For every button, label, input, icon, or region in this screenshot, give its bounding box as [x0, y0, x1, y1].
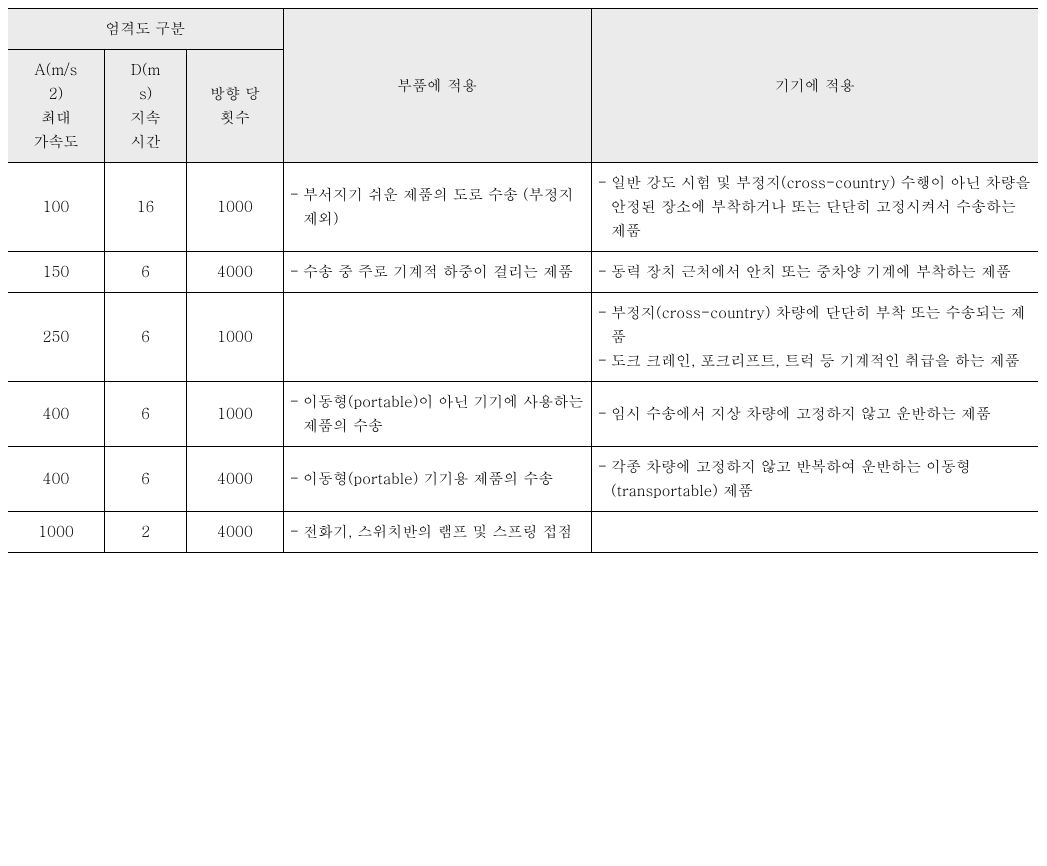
- bullet-text: 도크 크레인, 포크리프트, 트럭 등 기계적인 취급을 하는 제품: [611, 349, 1032, 373]
- header-d: D(ms)지속시간: [104, 50, 186, 163]
- table-row: 25061000 -부정지(cross-country) 차량에 단단히 부착 또…: [8, 293, 1038, 382]
- cell-count: 4000: [187, 252, 283, 293]
- header-part: 부품에 적용: [283, 9, 591, 163]
- bullet-text: 일반 강도 시험 및 부정지(cross-country) 수행이 아닌 차량을…: [611, 171, 1032, 243]
- bullet-text: 각종 차량에 고정하지 않고 반복하여 운반하는 이동형(transportab…: [611, 455, 1032, 503]
- cell-equip: -동력 장치 근처에서 안치 또는 중차양 기계에 부착하는 제품: [591, 252, 1038, 293]
- table-row: 40061000-이동형(portable)이 아닌 기기에 사용하는 제품의 …: [8, 382, 1038, 447]
- table-body: 100161000-부서지기 쉬운 제품의 도로 수송 (부정지 제외)-일반 …: [8, 163, 1038, 553]
- cell-part: -부서지기 쉬운 제품의 도로 수송 (부정지 제외): [283, 163, 591, 252]
- bullet-item: -부정지(cross-country) 차량에 단단히 부착 또는 수송되는 제…: [598, 301, 1032, 349]
- bullet-text: 이동형(portable)이 아닌 기기에 사용하는 제품의 수송: [303, 390, 585, 438]
- cell-equip: -부정지(cross-country) 차량에 단단히 부착 또는 수송되는 제…: [591, 293, 1038, 382]
- cell-d: 6: [104, 382, 186, 447]
- cell-equip: -일반 강도 시험 및 부정지(cross-country) 수행이 아닌 차량…: [591, 163, 1038, 252]
- bullet-item: -수송 중 주로 기계적 하중이 걸리는 제품: [290, 260, 585, 284]
- cell-a: 150: [8, 252, 104, 293]
- cell-a: 400: [8, 382, 104, 447]
- severity-table: 엄격도 구분 부품에 적용 기기에 적용 A(m/s2)최대가속도 D(ms)지…: [8, 8, 1038, 553]
- cell-count: 4000: [187, 512, 283, 553]
- bullet-item: -일반 강도 시험 및 부정지(cross-country) 수행이 아닌 차량…: [598, 171, 1032, 243]
- table-row: 15064000-수송 중 주로 기계적 하중이 걸리는 제품-동력 장치 근처…: [8, 252, 1038, 293]
- cell-equip: -각종 차량에 고정하지 않고 반복하여 운반하는 이동형(transporta…: [591, 447, 1038, 512]
- cell-equip: [591, 512, 1038, 553]
- cell-d: 2: [104, 512, 186, 553]
- bullet-text: 부정지(cross-country) 차량에 단단히 부착 또는 수송되는 제품: [611, 301, 1032, 349]
- table-row: 40064000-이동형(portable) 기기용 제품의 수송-각종 차량에…: [8, 447, 1038, 512]
- cell-count: 4000: [187, 447, 283, 512]
- bullet-dash: -: [290, 390, 303, 414]
- bullet-dash: -: [598, 260, 611, 284]
- bullet-dash: -: [598, 455, 611, 479]
- bullet-dash: -: [598, 402, 611, 426]
- bullet-item: -이동형(portable) 기기용 제품의 수송: [290, 467, 585, 491]
- header-count: 방향 당횟수: [187, 50, 283, 163]
- bullet-text: 동력 장치 근처에서 안치 또는 중차양 기계에 부착하는 제품: [611, 260, 1032, 284]
- bullet-item: -전화기, 스위치반의 램프 및 스프링 접점: [290, 520, 585, 544]
- bullet-text: 수송 중 주로 기계적 하중이 걸리는 제품: [303, 260, 585, 284]
- cell-d: 6: [104, 447, 186, 512]
- cell-a: 100: [8, 163, 104, 252]
- cell-count: 1000: [187, 293, 283, 382]
- cell-part: [283, 293, 591, 382]
- cell-part: -전화기, 스위치반의 램프 및 스프링 접점: [283, 512, 591, 553]
- bullet-item: -각종 차량에 고정하지 않고 반복하여 운반하는 이동형(transporta…: [598, 455, 1032, 503]
- cell-equip: -임시 수송에서 지상 차량에 고정하지 않고 운반하는 제품: [591, 382, 1038, 447]
- bullet-item: -이동형(portable)이 아닌 기기에 사용하는 제품의 수송: [290, 390, 585, 438]
- cell-d: 6: [104, 293, 186, 382]
- bullet-item: -임시 수송에서 지상 차량에 고정하지 않고 운반하는 제품: [598, 402, 1032, 426]
- bullet-text: 이동형(portable) 기기용 제품의 수송: [303, 467, 585, 491]
- cell-count: 1000: [187, 163, 283, 252]
- bullet-item: -부서지기 쉬운 제품의 도로 수송 (부정지 제외): [290, 183, 585, 231]
- bullet-dash: -: [290, 467, 303, 491]
- cell-a: 250: [8, 293, 104, 382]
- cell-a: 400: [8, 447, 104, 512]
- cell-d: 6: [104, 252, 186, 293]
- cell-d: 16: [104, 163, 186, 252]
- cell-part: -이동형(portable)이 아닌 기기에 사용하는 제품의 수송: [283, 382, 591, 447]
- bullet-dash: -: [290, 260, 303, 284]
- cell-a: 1000: [8, 512, 104, 553]
- bullet-item: -도크 크레인, 포크리프트, 트럭 등 기계적인 취급을 하는 제품: [598, 349, 1032, 373]
- bullet-dash: -: [290, 183, 303, 207]
- cell-part: -이동형(portable) 기기용 제품의 수송: [283, 447, 591, 512]
- bullet-item: -동력 장치 근처에서 안치 또는 중차양 기계에 부착하는 제품: [598, 260, 1032, 284]
- bullet-text: 임시 수송에서 지상 차량에 고정하지 않고 운반하는 제품: [611, 402, 1032, 426]
- table-row: 100024000-전화기, 스위치반의 램프 및 스프링 접점: [8, 512, 1038, 553]
- bullet-text: 부서지기 쉬운 제품의 도로 수송 (부정지 제외): [303, 183, 585, 231]
- cell-part: -수송 중 주로 기계적 하중이 걸리는 제품: [283, 252, 591, 293]
- header-equip: 기기에 적용: [591, 9, 1038, 163]
- header-row-1: 엄격도 구분 부품에 적용 기기에 적용: [8, 9, 1038, 50]
- table-row: 100161000-부서지기 쉬운 제품의 도로 수송 (부정지 제외)-일반 …: [8, 163, 1038, 252]
- bullet-dash: -: [598, 349, 611, 373]
- bullet-text: 전화기, 스위치반의 램프 및 스프링 접점: [303, 520, 585, 544]
- header-a: A(m/s2)최대가속도: [8, 50, 104, 163]
- bullet-dash: -: [598, 171, 611, 195]
- cell-count: 1000: [187, 382, 283, 447]
- bullet-dash: -: [598, 301, 611, 325]
- header-group: 엄격도 구분: [8, 9, 283, 50]
- bullet-dash: -: [290, 520, 303, 544]
